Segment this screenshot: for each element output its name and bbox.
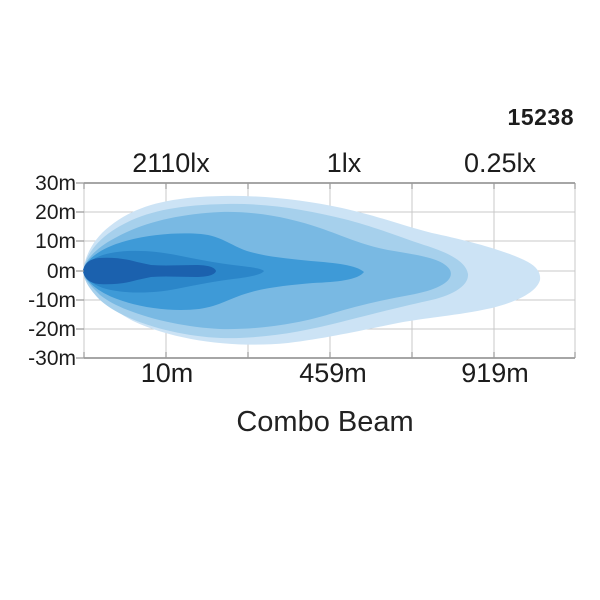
top-axis-label-near-lux: 2110lx: [132, 148, 210, 178]
top-axis-label-far-lux: 0.25lx: [463, 148, 537, 178]
left-axis-ticks: [76, 182, 84, 359]
chart-title: Combo Beam: [236, 406, 414, 438]
bottom-axis-ticks: [83, 352, 576, 358]
bottom-axis-label-mid-distance: 459m: [299, 358, 367, 388]
part-number: 15238: [507, 104, 574, 130]
y-axis-label-30m: 30m: [35, 172, 76, 195]
top-axis-ticks: [83, 183, 576, 189]
y-axis-label-neg20m: -20m: [28, 318, 76, 341]
bottom-axis-label-near-distance: 10m: [140, 358, 194, 388]
y-axis-label-neg10m: -10m: [28, 289, 76, 312]
bottom-axis-label-far-distance: 919m: [461, 358, 529, 388]
y-axis-label-10m: 10m: [35, 230, 76, 253]
y-axis-label-neg30m: -30m: [28, 347, 76, 370]
y-axis-label-20m: 20m: [35, 201, 76, 224]
top-axis-label-mid-lux: 1lx: [326, 148, 362, 178]
beam-contour-core: [83, 257, 216, 285]
y-axis-label-0m: 0m: [46, 260, 76, 283]
